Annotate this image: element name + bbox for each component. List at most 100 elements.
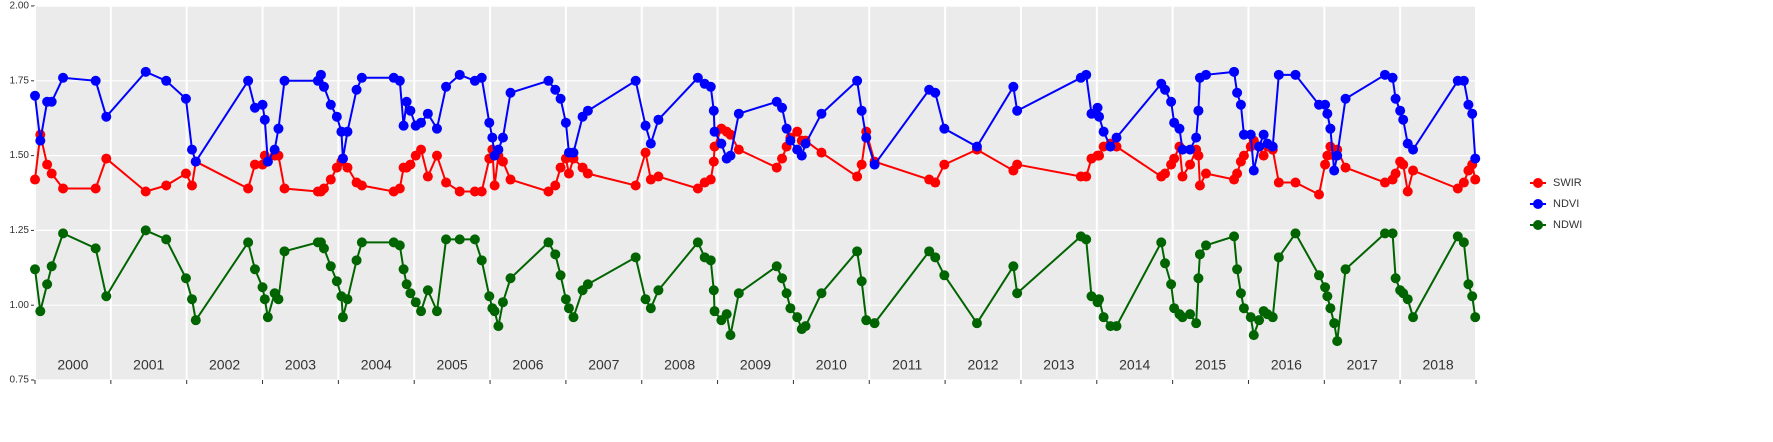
data-point bbox=[257, 99, 268, 110]
data-point bbox=[1166, 279, 1177, 290]
data-point bbox=[1201, 69, 1212, 80]
data-point bbox=[101, 153, 112, 164]
data-point bbox=[816, 147, 827, 158]
data-point bbox=[645, 303, 656, 314]
data-point bbox=[550, 249, 561, 260]
legend-label: SWIR bbox=[1553, 177, 1582, 189]
data-point bbox=[42, 159, 53, 170]
data-point bbox=[796, 150, 807, 161]
data-point bbox=[800, 138, 811, 149]
data-point bbox=[476, 72, 487, 83]
data-point bbox=[325, 99, 336, 110]
year-label: 2004 bbox=[361, 357, 392, 373]
data-point bbox=[939, 159, 950, 170]
data-point bbox=[563, 168, 574, 179]
data-point bbox=[1111, 321, 1122, 332]
data-point bbox=[777, 153, 788, 164]
data-point bbox=[555, 270, 566, 281]
data-point bbox=[1185, 309, 1196, 320]
data-point bbox=[469, 234, 480, 245]
data-point bbox=[90, 183, 101, 194]
data-point bbox=[1232, 264, 1243, 275]
legend-marker bbox=[1533, 178, 1543, 188]
data-point bbox=[422, 285, 433, 296]
data-point bbox=[249, 264, 260, 275]
data-point bbox=[1267, 141, 1278, 152]
data-point bbox=[708, 285, 719, 296]
data-point bbox=[1273, 252, 1284, 263]
data-point bbox=[493, 144, 504, 155]
data-point bbox=[1081, 69, 1092, 80]
data-point bbox=[90, 243, 101, 254]
data-point bbox=[1177, 144, 1188, 155]
data-point bbox=[1458, 237, 1469, 248]
data-point bbox=[35, 306, 46, 317]
data-point bbox=[777, 273, 788, 284]
data-point bbox=[476, 186, 487, 197]
data-point bbox=[705, 255, 716, 266]
data-point bbox=[1156, 237, 1167, 248]
data-point bbox=[1332, 336, 1343, 347]
data-point bbox=[852, 171, 863, 182]
data-point bbox=[416, 306, 427, 317]
data-point bbox=[1177, 312, 1188, 323]
data-point bbox=[1193, 105, 1204, 116]
data-point bbox=[331, 276, 342, 287]
data-point bbox=[856, 105, 867, 116]
data-point bbox=[1185, 159, 1196, 170]
data-point bbox=[781, 123, 792, 134]
data-point bbox=[1160, 84, 1171, 95]
data-point bbox=[1320, 282, 1331, 293]
data-point bbox=[90, 75, 101, 86]
data-point bbox=[58, 228, 69, 239]
data-point bbox=[405, 105, 416, 116]
data-point bbox=[733, 288, 744, 299]
data-point bbox=[1245, 129, 1256, 140]
data-point bbox=[1470, 153, 1481, 164]
data-point bbox=[1160, 258, 1171, 269]
legend-marker bbox=[1533, 220, 1543, 230]
data-point bbox=[394, 75, 405, 86]
data-point bbox=[484, 291, 495, 302]
data-point bbox=[416, 144, 427, 155]
data-point bbox=[30, 174, 40, 185]
data-point bbox=[398, 120, 409, 131]
data-point bbox=[30, 264, 40, 275]
data-point bbox=[1232, 168, 1243, 179]
data-point bbox=[401, 96, 412, 107]
data-point bbox=[1408, 165, 1419, 176]
data-point bbox=[1201, 240, 1212, 251]
data-point bbox=[708, 156, 719, 167]
data-point bbox=[351, 255, 362, 266]
data-point bbox=[484, 117, 495, 128]
data-point bbox=[318, 243, 329, 254]
data-point bbox=[645, 138, 656, 149]
year-label: 2014 bbox=[1119, 357, 1150, 373]
data-point bbox=[497, 297, 508, 308]
data-point bbox=[1098, 312, 1109, 323]
data-point bbox=[856, 276, 867, 287]
y-tick-label: 2.00 bbox=[10, 1, 30, 12]
data-point bbox=[46, 96, 57, 107]
year-label: 2013 bbox=[1043, 357, 1074, 373]
data-point bbox=[405, 159, 416, 170]
data-point bbox=[259, 294, 270, 305]
data-point bbox=[1273, 69, 1284, 80]
year-label: 2016 bbox=[1271, 357, 1302, 373]
data-point bbox=[560, 294, 571, 305]
data-point bbox=[1458, 75, 1469, 86]
data-point bbox=[869, 318, 880, 329]
data-point bbox=[454, 234, 465, 245]
legend-marker bbox=[1533, 199, 1543, 209]
year-label: 2017 bbox=[1347, 357, 1378, 373]
data-point bbox=[161, 75, 172, 86]
data-point bbox=[1245, 312, 1256, 323]
data-point bbox=[1463, 99, 1474, 110]
data-point bbox=[1395, 105, 1406, 116]
data-point bbox=[1094, 294, 1105, 305]
data-point bbox=[1169, 153, 1180, 164]
data-point bbox=[186, 180, 197, 191]
data-point bbox=[1408, 144, 1419, 155]
data-point bbox=[568, 312, 579, 323]
